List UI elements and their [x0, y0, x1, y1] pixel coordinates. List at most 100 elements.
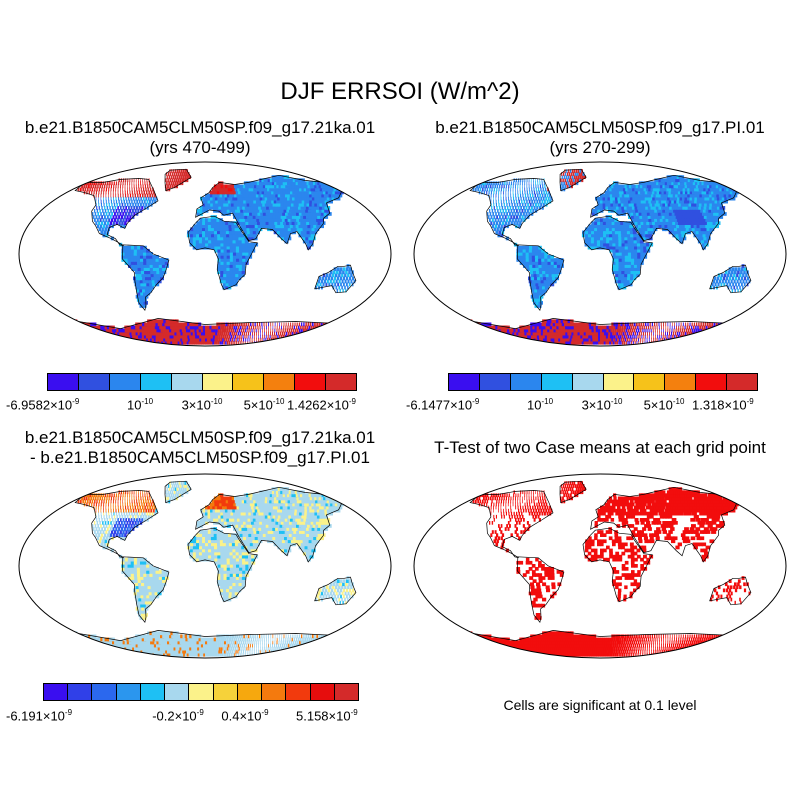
- panel3-colorbar-swatch-6: [189, 684, 214, 700]
- panel3-colorbar-label-2: 0.4×10-9: [221, 708, 269, 724]
- panel2-land-cells: [461, 169, 751, 345]
- panel2-colorbar-swatch-1: [479, 374, 511, 390]
- panel1-colorbar-label-1: 10-10: [126, 397, 154, 413]
- panel3-colorbar-swatch-0: [44, 684, 69, 700]
- panel3-coastline-eurasia: [195, 486, 342, 563]
- significance-note: Cells are significant at 0.1 level: [503, 697, 697, 713]
- panel2-colorbar-swatch-0: [449, 374, 480, 390]
- panel3-coastline-samerica: [122, 556, 170, 623]
- panel2-coastline-greenland: [559, 168, 587, 192]
- panel4-title: T-Test of two Case means at each grid po…: [434, 438, 766, 457]
- panel1-title-line1: b.e21.B1850CAM5CLM50SP.f09_g17.21ka.01: [24, 118, 376, 137]
- panel3-title-line2: - b.e21.B1850CAM5CLM50SP.f09_g17.PI.01: [30, 448, 370, 467]
- panel3-colorbar-label-0: -6.191×10-9: [6, 708, 73, 724]
- panel3-coastline-africa: [187, 527, 258, 603]
- panel4-land-cells: [461, 481, 751, 657]
- panel3-colorbar-swatch-2: [92, 684, 117, 700]
- panel2-colorbar-label-0: -6.1477×10-9: [406, 397, 480, 413]
- panel2-title: b.e21.B1850CAM5CLM50SP.f09_g17.PI.01 (yr…: [400, 118, 800, 158]
- panel1-colorbar-label-3: 5×10-10: [243, 397, 285, 413]
- panel3-map: [18, 473, 392, 659]
- panel3-colorbar-swatch-1: [68, 684, 93, 700]
- panel2-colorbar-swatch-5: [603, 374, 635, 390]
- panel1-colorbar-swatch-2: [109, 374, 141, 390]
- panel1-colorbar-label-0: -6.9582×10-9: [6, 397, 80, 413]
- panel1-colorbar-swatch-3: [140, 374, 172, 390]
- panel2-colorbar-swatch-3: [541, 374, 573, 390]
- panel2-coastline-eurasia: [590, 174, 737, 251]
- panel4-coastline-eurasia: [590, 486, 737, 563]
- panel3-coastline-greenland: [164, 480, 192, 504]
- panel3-title-line1: b.e21.B1850CAM5CLM50SP.f09_g17.21ka.01: [24, 428, 376, 447]
- panel1-coastline-africa: [187, 215, 258, 291]
- panel2-coastline-australia: [709, 264, 752, 294]
- panel2-colorbar-swatch-9: [727, 374, 758, 390]
- panel1-colorbar-swatch-6: [233, 374, 265, 390]
- panel3-title: b.e21.B1850CAM5CLM50SP.f09_g17.21ka.01 -…: [0, 428, 400, 468]
- panel1-colorbar-swatch-8: [295, 374, 327, 390]
- panel1-coastline-samerica: [122, 244, 170, 311]
- panel1-coastline-greenland: [164, 168, 192, 192]
- panel3-land-cells: [66, 481, 356, 657]
- panel4-map: [413, 473, 787, 659]
- panel2-colorbar-swatch-8: [696, 374, 728, 390]
- panel4-coastline-samerica: [517, 556, 565, 623]
- panel2-colorbar-swatch-4: [572, 374, 604, 390]
- panel1-coastline-antarctica: [65, 318, 340, 346]
- panel2-colorbar-label-1: 10-10: [526, 397, 554, 413]
- panel4-coastline-greenland: [559, 480, 587, 504]
- panel1-colorbar-label-4: 1.4262×10-9: [287, 397, 356, 413]
- panel1-coastline-australia: [314, 264, 357, 294]
- panel3-colorbar-swatch-11: [310, 684, 335, 700]
- panel3-colorbar-swatch-9: [262, 684, 287, 700]
- panel3-colorbar: [43, 683, 359, 701]
- panel3-colorbar-swatch-7: [213, 684, 238, 700]
- panel4-coastline-antarctica: [460, 630, 735, 658]
- panel1-coastline-namerica: [74, 178, 159, 247]
- panel2-coastline-samerica: [517, 244, 565, 311]
- panel2-coastline-namerica: [469, 178, 554, 247]
- panel3-colorbar-swatch-8: [237, 684, 263, 700]
- panel3-coastline-namerica: [74, 490, 159, 559]
- panel2-colorbar-label-2: 3×10-10: [581, 397, 623, 413]
- panel2-colorbar-swatch-7: [665, 374, 697, 390]
- panel2-colorbar-label-4: 1.318×10-9: [692, 397, 754, 413]
- panel1-colorbar-swatch-9: [326, 374, 357, 390]
- panel3-colorbar-swatch-5: [165, 684, 190, 700]
- panel3-map-border: [18, 473, 392, 659]
- panel3-colorbar-label-3: 5.158×10-9: [296, 708, 358, 724]
- figure-title: DJF ERRSOI (W/m^2): [280, 78, 520, 105]
- panel3-colorbar-swatch-3: [116, 684, 141, 700]
- panel3-coastline-australia: [314, 576, 357, 606]
- panel1-coastline-eurasia: [195, 174, 342, 251]
- panel2-title-line2: (yrs 270-299): [549, 138, 651, 157]
- panel1-colorbar-swatch-4: [171, 374, 203, 390]
- panel1-colorbar-swatch-1: [78, 374, 110, 390]
- panel4-coastline-africa: [582, 527, 653, 603]
- panel1-land-cells: [66, 169, 356, 345]
- panel1-colorbar-swatch-5: [202, 374, 234, 390]
- panel2-title-line1: b.e21.B1850CAM5CLM50SP.f09_g17.PI.01: [435, 118, 765, 137]
- panel3-colorbar-swatch-10: [286, 684, 311, 700]
- panel2-colorbar-swatch-6: [634, 374, 666, 390]
- panel1-colorbar-label-2: 3×10-10: [181, 397, 223, 413]
- panel3-colorbar-swatch-12: [334, 684, 359, 700]
- panel1-title-line2: (yrs 470-499): [149, 138, 251, 157]
- panel2-coastline-antarctica: [460, 318, 735, 346]
- panel1-colorbar: [47, 373, 357, 391]
- panel2-coastline-africa: [582, 215, 653, 291]
- panel1-colorbar-swatch-0: [48, 374, 79, 390]
- panel3-colorbar-label-1: -0.2×10-9: [152, 708, 204, 724]
- panel2-colorbar-swatch-2: [510, 374, 542, 390]
- panel4-coastline-australia: [709, 576, 752, 606]
- panel2-colorbar-label-3: 5×10-10: [643, 397, 685, 413]
- panel1-colorbar-swatch-7: [264, 374, 296, 390]
- panel4-map-border: [413, 473, 787, 659]
- panel3-colorbar-swatch-4: [140, 684, 166, 700]
- panel2-colorbar: [448, 373, 758, 391]
- panel2-map-border: [413, 161, 787, 347]
- panel2-map: [413, 161, 787, 347]
- panel4-coastline-namerica: [469, 490, 554, 559]
- panel1-map-border: [18, 161, 392, 347]
- panel1-title: b.e21.B1850CAM5CLM50SP.f09_g17.21ka.01 (…: [0, 118, 400, 158]
